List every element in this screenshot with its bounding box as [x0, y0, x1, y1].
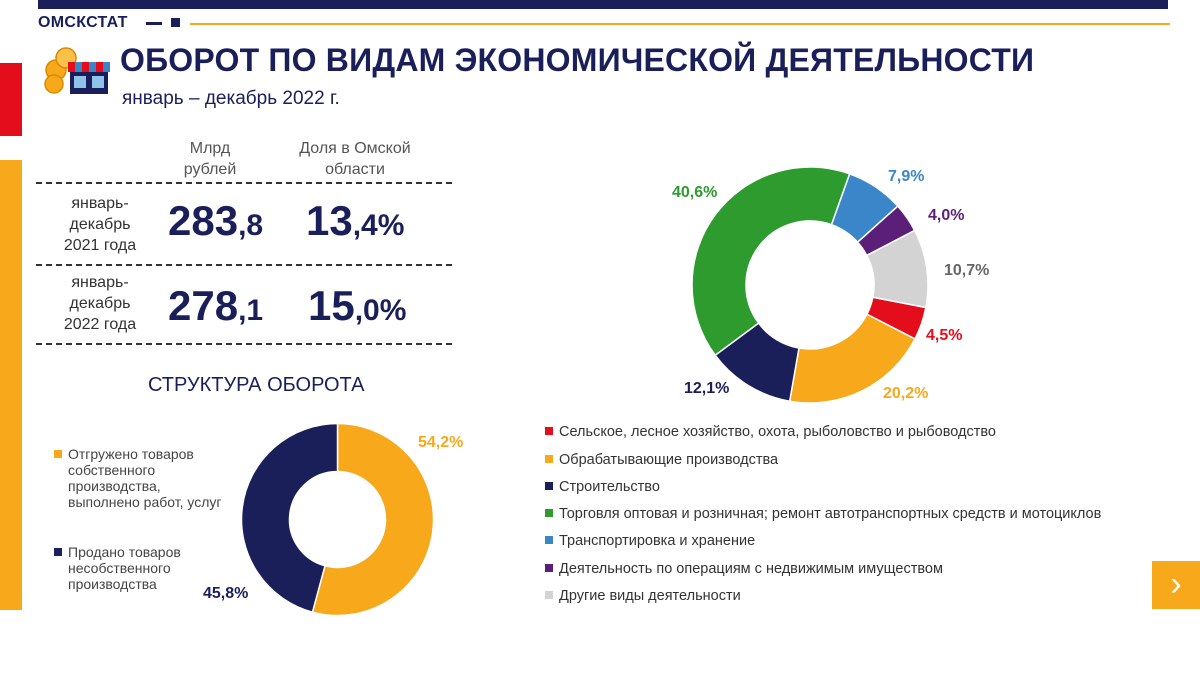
legend-text: Торговля оптовая и розничная; ремонт авт…: [559, 506, 1102, 522]
activity-legend-realestate: Деятельность по операциям с недвижимым и…: [545, 561, 943, 577]
side-accent-red: [0, 63, 22, 136]
activity-label-realestate: 4,0%: [928, 207, 965, 224]
legend-text: Строительство: [559, 479, 660, 495]
col-header-share: Доля в Омской области: [280, 138, 430, 180]
structure-legend-own: Отгружено товаров собственного производс…: [54, 446, 224, 510]
value-int: 283: [168, 197, 239, 244]
legend-text: Деятельность по операциям с недвижимым и…: [559, 561, 943, 577]
shop-coins-icon: [44, 47, 110, 94]
activity-legend-other: Другие виды деятельности: [545, 588, 741, 604]
col-header-value-line: рублей: [183, 161, 237, 178]
legend-swatch: [545, 509, 553, 517]
col-header-value: Млрд рублей: [160, 138, 260, 180]
legend-swatch: [545, 564, 553, 572]
legend-text: Транспортировка и хранение: [559, 533, 756, 549]
activity-legend-transport: Транспортировка и хранение: [545, 533, 755, 549]
activity-label-trade: 40,6%: [672, 184, 718, 201]
brand-square: [171, 18, 180, 27]
row-label-line: декабрь: [69, 216, 131, 233]
brand-name: ОМСКСТАТ: [38, 14, 128, 31]
legend-text: Обрабатывающие производства: [559, 452, 779, 468]
share-dec: ,4%: [352, 209, 405, 242]
activity-legend-manufacturing: Обрабатывающие производства: [545, 452, 778, 468]
next-slide-button[interactable]: ›: [1152, 561, 1200, 609]
value-2022: 278,1: [168, 282, 263, 330]
row-label-2022: январь- декабрь 2022 года: [40, 272, 160, 335]
share-2022: 15,0%: [308, 282, 406, 330]
activity-label-agriculture: 4,5%: [926, 327, 963, 344]
row-label-line: январь-: [71, 195, 129, 212]
structure-donut-chart: [240, 422, 435, 617]
donut-slice-own-production: [311, 422, 435, 617]
structure-legend-other: Продано товаров несобственного производс…: [54, 544, 224, 592]
share-dec: ,0%: [354, 294, 407, 327]
legend-swatch: [545, 427, 553, 435]
col-header-value-line: Млрд: [189, 140, 231, 157]
legend-swatch: [545, 482, 553, 490]
share-int: 15: [308, 282, 355, 329]
divider: [36, 343, 452, 345]
top-bar: [38, 0, 1168, 9]
divider: [36, 182, 452, 184]
donut-slice-trade: [691, 166, 851, 357]
brand-line: [190, 23, 1170, 25]
legend-text: Отгружено товаров собственного производс…: [68, 446, 222, 510]
side-accent-orange: [0, 160, 22, 610]
col-header-share-line: области: [325, 161, 385, 178]
row-label-line: 2021 года: [63, 237, 137, 254]
activity-legend-construction: Строительство: [545, 479, 660, 495]
legend-text: Другие виды деятельности: [559, 588, 741, 604]
donut-slice-other: [865, 229, 929, 309]
activity-donut-chart: [691, 166, 929, 404]
col-header-share-line: Доля в Омской: [299, 140, 411, 157]
activity-label-construction: 12,1%: [684, 380, 730, 397]
legend-swatch: [545, 455, 553, 463]
share-int: 13: [306, 197, 353, 244]
divider: [36, 264, 452, 266]
value-dec: ,1: [238, 294, 264, 327]
page-title: ОБОРОТ ПО ВИДАМ ЭКОНОМИЧЕСКОЙ ДЕЯТЕЛЬНОС…: [120, 42, 1035, 78]
activity-legend-trade: Торговля оптовая и розничная; ремонт авт…: [545, 506, 1101, 522]
chevron-right-icon: ›: [1170, 565, 1182, 603]
share-2021: 13,4%: [306, 197, 404, 245]
activity-label-manufacturing: 20,2%: [883, 385, 929, 402]
legend-swatch: [54, 450, 62, 458]
activity-legend-agriculture: Сельское, лесное хозяйство, охота, рыбол…: [545, 424, 996, 440]
structure-label-other: 45,8%: [203, 585, 249, 602]
brand-dash: [146, 22, 162, 25]
value-dec: ,8: [238, 209, 264, 242]
legend-swatch: [545, 536, 553, 544]
donut-slice-other-production: [240, 422, 339, 614]
page-subtitle: январь – декабрь 2022 г.: [122, 88, 340, 109]
legend-text: Продано товаров несобственного производс…: [68, 544, 181, 592]
donut-rotation-group: [691, 166, 929, 404]
structure-title: СТРУКТУРА ОБОРОТА: [148, 374, 365, 396]
activity-label-transport: 7,9%: [888, 168, 925, 185]
value-2021: 283,8: [168, 197, 263, 245]
row-label-line: январь-: [71, 274, 129, 291]
activity-label-other: 10,7%: [944, 262, 990, 279]
value-int: 278: [168, 282, 239, 329]
row-label-2021: январь- декабрь 2021 года: [40, 193, 160, 256]
row-label-line: 2022 года: [63, 316, 137, 333]
legend-swatch: [545, 591, 553, 599]
row-label-line: декабрь: [69, 295, 131, 312]
legend-swatch: [54, 548, 62, 556]
legend-text: Сельское, лесное хозяйство, охота, рыбол…: [559, 424, 996, 440]
structure-label-own: 54,2%: [418, 434, 464, 451]
